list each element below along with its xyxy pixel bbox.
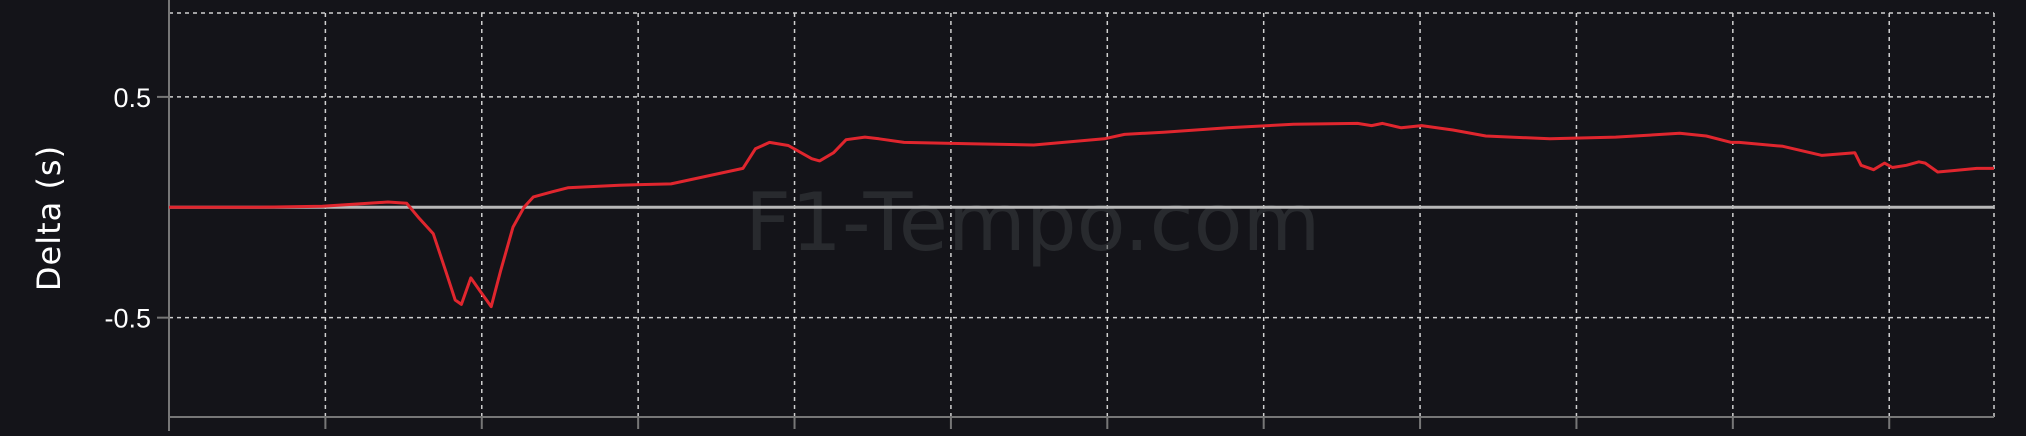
y-axis-label: Delta (s) [30, 145, 68, 291]
grid [157, 0, 1995, 431]
y-tick-label: -0.5 [104, 304, 151, 334]
watermark: F1-Tempo.com [745, 176, 1320, 269]
y-tick-label: 0.5 [113, 83, 151, 113]
y-tick-labels: 0.5 -0.5 [104, 83, 151, 334]
delta-series-line [169, 121, 1994, 309]
